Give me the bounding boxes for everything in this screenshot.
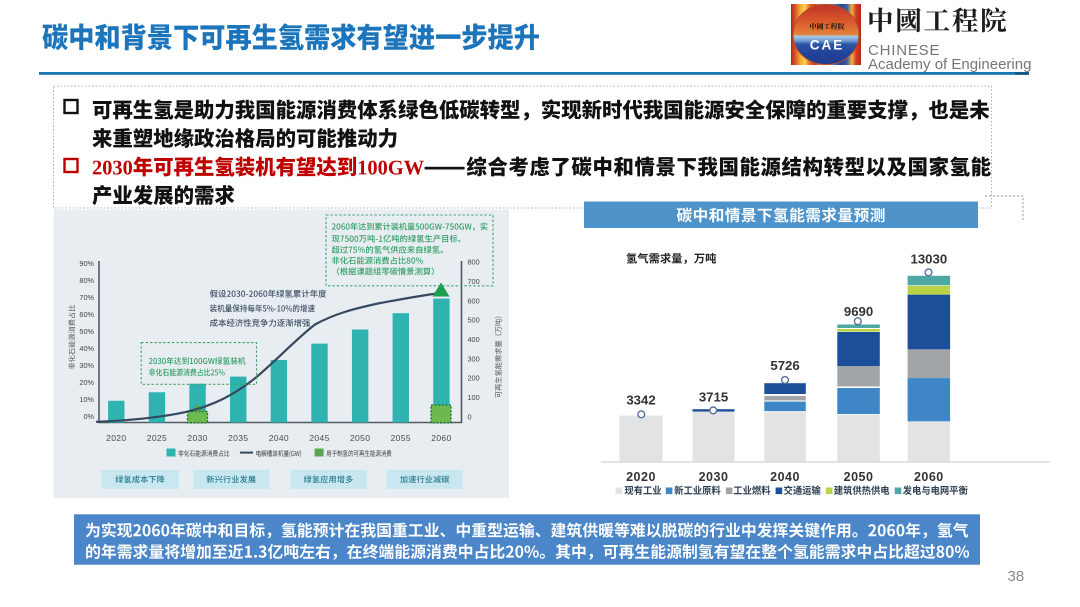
svg-text:100: 100 xyxy=(468,393,480,402)
svg-text:2030: 2030 xyxy=(699,470,729,484)
svg-text:Academy of Engineering: Academy of Engineering xyxy=(868,56,1031,73)
svg-text:2020: 2020 xyxy=(106,433,126,443)
svg-text:2050: 2050 xyxy=(844,470,874,484)
svg-text:90%: 90% xyxy=(79,259,94,268)
svg-text:2040: 2040 xyxy=(770,470,800,484)
svg-text:700: 700 xyxy=(468,277,480,286)
svg-text:2060: 2060 xyxy=(431,433,451,443)
svg-text:13030: 13030 xyxy=(911,252,948,267)
svg-text:70%: 70% xyxy=(79,293,94,302)
svg-text:800: 800 xyxy=(468,258,480,267)
svg-text:9690: 9690 xyxy=(844,304,873,319)
svg-text:2030: 2030 xyxy=(187,433,207,443)
svg-text:400: 400 xyxy=(468,335,480,344)
svg-text:10%: 10% xyxy=(79,395,94,404)
svg-text:2045: 2045 xyxy=(309,433,329,443)
svg-text:2055: 2055 xyxy=(391,433,411,443)
svg-text:2060: 2060 xyxy=(914,470,944,484)
svg-text:20%: 20% xyxy=(79,378,94,387)
svg-text:500: 500 xyxy=(468,316,480,325)
svg-text:60%: 60% xyxy=(79,310,94,319)
svg-text:30%: 30% xyxy=(79,361,94,370)
svg-text:2035: 2035 xyxy=(228,433,248,443)
svg-text:40%: 40% xyxy=(79,344,94,353)
svg-text:38: 38 xyxy=(1008,568,1025,585)
svg-text:2025: 2025 xyxy=(147,433,167,443)
svg-text:200: 200 xyxy=(468,374,480,383)
svg-text:2020: 2020 xyxy=(626,470,656,484)
svg-text:CAE: CAE xyxy=(810,38,845,53)
svg-text:80%: 80% xyxy=(79,276,94,285)
svg-text:0: 0 xyxy=(468,412,472,421)
svg-text:3342: 3342 xyxy=(626,393,655,408)
svg-text:2040: 2040 xyxy=(269,433,289,443)
svg-text:CHINESE: CHINESE xyxy=(868,42,940,59)
svg-text:2050: 2050 xyxy=(350,433,370,443)
svg-text:50%: 50% xyxy=(79,327,94,336)
svg-text:3715: 3715 xyxy=(699,390,728,405)
svg-text:600: 600 xyxy=(468,296,480,305)
svg-text:300: 300 xyxy=(468,354,480,363)
svg-text:5726: 5726 xyxy=(770,358,799,373)
svg-text:0%: 0% xyxy=(83,412,94,421)
